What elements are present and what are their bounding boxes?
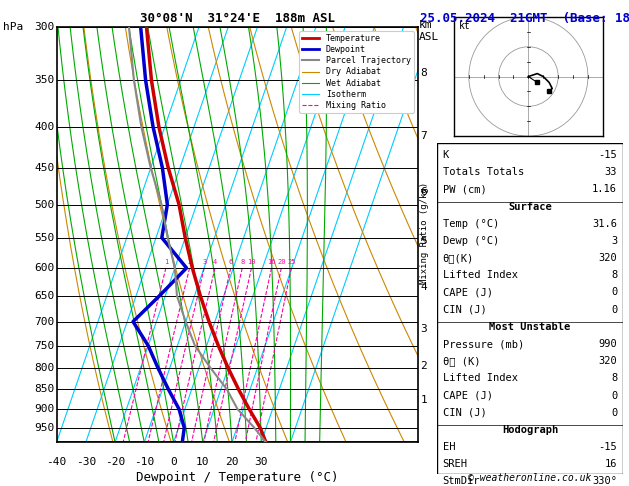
Text: Totals Totals: Totals Totals [443,167,524,177]
Text: 600: 600 [34,263,54,273]
Text: 2: 2 [187,259,192,265]
Text: 550: 550 [34,233,54,243]
Text: -40: -40 [47,457,67,467]
Text: kt: kt [459,20,470,31]
Text: θᴇ(K): θᴇ(K) [443,253,474,263]
Text: 8: 8 [240,259,245,265]
Text: km: km [419,20,432,31]
Text: Temp (°C): Temp (°C) [443,219,499,229]
Text: 20: 20 [225,457,239,467]
Text: 330°: 330° [592,476,617,486]
Text: 8: 8 [611,270,617,280]
Text: -30: -30 [75,457,96,467]
Text: 700: 700 [34,316,54,327]
Text: θᴇ (K): θᴇ (K) [443,356,480,366]
Text: 10: 10 [196,457,209,467]
Text: 450: 450 [34,163,54,173]
Text: 350: 350 [34,75,54,86]
Text: 750: 750 [34,341,54,350]
Text: CAPE (J): CAPE (J) [443,391,493,400]
Text: CIN (J): CIN (J) [443,408,486,418]
Text: 1: 1 [421,396,427,405]
Text: 850: 850 [34,384,54,394]
Text: 950: 950 [34,423,54,433]
Text: 8: 8 [421,69,427,78]
Text: 320: 320 [598,356,617,366]
Text: Lifted Index: Lifted Index [443,373,518,383]
Text: 25: 25 [287,259,296,265]
Text: 7: 7 [421,131,427,141]
Text: 16: 16 [267,259,276,265]
Text: -10: -10 [134,457,154,467]
Text: Dewp (°C): Dewp (°C) [443,236,499,246]
Text: 33: 33 [604,167,617,177]
Text: 650: 650 [34,291,54,301]
Text: hPa: hPa [3,22,23,32]
Text: 30°08'N  31°24'E  188m ASL: 30°08'N 31°24'E 188m ASL [140,12,335,25]
Text: -15: -15 [598,150,617,160]
Text: PW (cm): PW (cm) [443,184,486,194]
Text: 3: 3 [611,236,617,246]
Text: 3: 3 [202,259,206,265]
Text: 16: 16 [604,459,617,469]
Text: 400: 400 [34,122,54,132]
Text: 320: 320 [598,253,617,263]
Text: Lifted Index: Lifted Index [443,270,518,280]
Text: 0: 0 [611,287,617,297]
Text: 6: 6 [228,259,233,265]
Text: 300: 300 [34,22,54,32]
Text: 3: 3 [421,324,427,333]
Text: 1.16: 1.16 [592,184,617,194]
Text: 6: 6 [421,187,427,197]
Text: CIN (J): CIN (J) [443,305,486,314]
Text: 500: 500 [34,200,54,209]
Text: 20: 20 [277,259,286,265]
Text: 5: 5 [421,237,427,246]
Text: 25.05.2024  21GMT  (Base: 18): 25.05.2024 21GMT (Base: 18) [420,12,629,25]
Text: 990: 990 [598,339,617,349]
Text: 10: 10 [247,259,256,265]
Text: -20: -20 [105,457,125,467]
Text: SREH: SREH [443,459,468,469]
Text: Pressure (mb): Pressure (mb) [443,339,524,349]
Text: Surface: Surface [508,202,552,211]
Text: 0: 0 [611,305,617,314]
Text: Most Unstable: Most Unstable [489,322,571,332]
Text: 30: 30 [255,457,268,467]
Text: -15: -15 [598,442,617,452]
Text: ASL: ASL [419,32,439,42]
Text: 0: 0 [611,391,617,400]
Text: StmDir: StmDir [443,476,480,486]
Text: 800: 800 [34,363,54,373]
Text: Dewpoint / Temperature (°C): Dewpoint / Temperature (°C) [136,470,338,484]
Text: K: K [443,150,449,160]
Text: EH: EH [443,442,455,452]
Text: 2: 2 [421,361,427,371]
Text: CAPE (J): CAPE (J) [443,287,493,297]
Text: © weatheronline.co.uk: © weatheronline.co.uk [468,472,592,483]
Legend: Temperature, Dewpoint, Parcel Trajectory, Dry Adiabat, Wet Adiabat, Isotherm, Mi: Temperature, Dewpoint, Parcel Trajectory… [299,31,414,113]
Text: 4: 4 [421,282,427,292]
Text: Hodograph: Hodograph [502,425,558,435]
Text: Mixing Ratio (g/kg): Mixing Ratio (g/kg) [420,182,429,284]
Text: 900: 900 [34,404,54,414]
Text: 8: 8 [611,373,617,383]
Text: 1: 1 [164,259,168,265]
Text: 0: 0 [170,457,177,467]
Text: 31.6: 31.6 [592,219,617,229]
Text: 4: 4 [213,259,217,265]
Text: 0: 0 [611,408,617,418]
